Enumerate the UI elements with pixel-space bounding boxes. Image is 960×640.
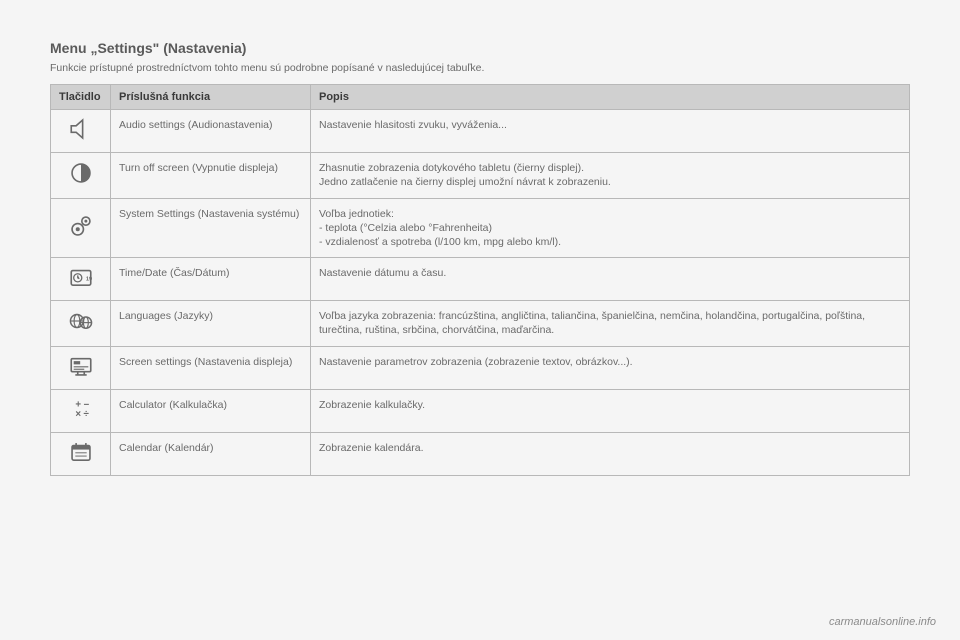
table-row: 19 Time/Date (Čas/Dátum)Nastavenie dátumu…	[51, 258, 910, 301]
description-cell: Nastavenie dátumu a času.	[311, 258, 910, 301]
function-cell: Turn off screen (Vypnutie displeja)	[111, 153, 311, 198]
page-title: Menu „Settings" (Nastavenia)	[50, 40, 910, 56]
col-description: Popis	[311, 85, 910, 110]
svg-text:19: 19	[85, 276, 91, 282]
function-cell: Languages (Jazyky)	[111, 301, 311, 346]
svg-text:÷: ÷	[83, 409, 89, 420]
settings-table: Tlačidlo Príslušná funkcia Popis Audio s…	[50, 84, 910, 476]
function-cell: Calendar (Kalendár)	[111, 432, 311, 475]
description-cell: Nastavenie parametrov zobrazenia (zobraz…	[311, 346, 910, 389]
col-button: Tlačidlo	[51, 85, 111, 110]
col-function: Príslušná funkcia	[111, 85, 311, 110]
function-cell: Screen settings (Nastavenia displeja)	[111, 346, 311, 389]
page-subtitle: Funkcie prístupné prostredníctvom tohto …	[50, 62, 910, 74]
calendar-icon	[51, 432, 111, 475]
table-row: Screen settings (Nastavenia displeja)Nas…	[51, 346, 910, 389]
description-list: teplota (°Celzia alebo °Fahrenheita)vzdi…	[319, 221, 901, 249]
time-icon: 19	[51, 258, 111, 301]
footer-watermark: carmanualsonline.info	[829, 616, 936, 628]
function-cell: System Settings (Nastavenia systému)	[111, 198, 311, 258]
function-cell: Time/Date (Čas/Dátum)	[111, 258, 311, 301]
globe-icon	[51, 301, 111, 346]
svg-text:×: ×	[75, 409, 81, 420]
description-pre: Voľba jednotiek:	[319, 207, 901, 221]
description-cell: Voľba jazyka zobrazenia: francúzština, a…	[311, 301, 910, 346]
screen-icon	[51, 346, 111, 389]
function-cell: Calculator (Kalkulačka)	[111, 389, 311, 432]
function-cell: Audio settings (Audionastavenia)	[111, 110, 311, 153]
table-row: +−×÷Calculator (Kalkulačka)Zobrazenie ka…	[51, 389, 910, 432]
table-row: Audio settings (Audionastavenia)Nastaven…	[51, 110, 910, 153]
description-cell: Zhasnutie zobrazenia dotykového tabletu …	[311, 153, 910, 198]
table-row: Turn off screen (Vypnutie displeja)Zhasn…	[51, 153, 910, 198]
description-cell: Voľba jednotiek:teplota (°Celzia alebo °…	[311, 198, 910, 258]
description-cell: Zobrazenie kalkulačky.	[311, 389, 910, 432]
gears-icon	[51, 198, 111, 258]
table-row: Languages (Jazyky)Voľba jazyka zobrazeni…	[51, 301, 910, 346]
table-row: System Settings (Nastavenia systému)Voľb…	[51, 198, 910, 258]
calculator-icon: +−×÷	[51, 389, 111, 432]
table-row: Calendar (Kalendár)Zobrazenie kalendára.	[51, 432, 910, 475]
list-item: vzdialenosť a spotreba (l/100 km, mpg al…	[319, 235, 901, 249]
list-item: teplota (°Celzia alebo °Fahrenheita)	[319, 221, 901, 235]
contrast-icon	[51, 153, 111, 198]
description-cell: Zobrazenie kalendára.	[311, 432, 910, 475]
description-cell: Nastavenie hlasitosti zvuku, vyváženia..…	[311, 110, 910, 153]
speaker-icon	[51, 110, 111, 153]
